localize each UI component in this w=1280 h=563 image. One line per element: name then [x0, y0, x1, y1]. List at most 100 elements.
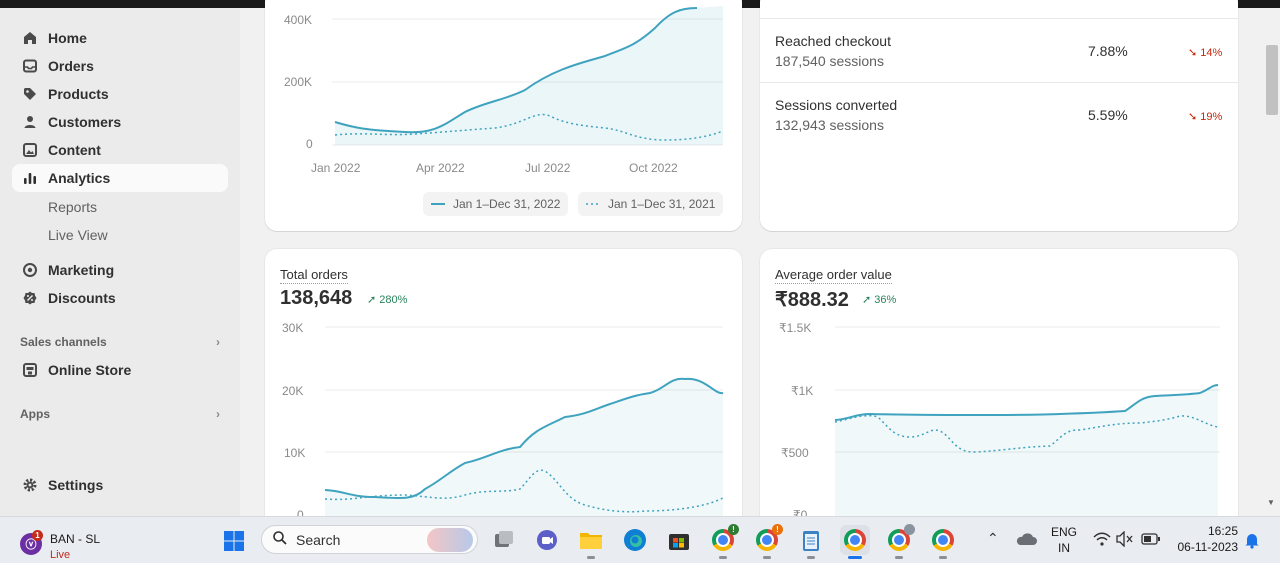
y-tick-label: 30K	[282, 321, 304, 335]
windows-start-icon[interactable]	[219, 526, 249, 556]
change-badge: ➚ 36%	[862, 293, 896, 306]
y-tick-label: 10K	[284, 446, 306, 460]
conversion-funnel-card: Reached checkout 187,540 sessions 7.88% …	[760, 0, 1238, 231]
target-icon	[12, 262, 48, 278]
home-icon	[12, 30, 48, 46]
change-value: 19%	[1200, 111, 1223, 123]
chrome-icon	[888, 529, 910, 551]
funnel-row-sessions-converted: Sessions converted 132,943 sessions 5.59…	[760, 82, 1238, 146]
change-badge: ➘ 19%	[1188, 110, 1222, 123]
legend-item-current[interactable]: Jan 1–Dec 31, 2022	[423, 192, 569, 216]
gear-icon	[12, 477, 48, 493]
sidebar-item-label: Discounts	[48, 290, 116, 306]
scrollbar-thumb[interactable]	[1266, 45, 1278, 115]
scroll-down-arrow-icon[interactable]: ▼	[1267, 498, 1275, 507]
running-indicator	[719, 556, 727, 559]
sales-channels-section[interactable]: Sales channels ›	[20, 335, 220, 349]
search-icon	[272, 530, 288, 549]
apps-section[interactable]: Apps ›	[20, 407, 220, 421]
sales-line-chart	[332, 6, 724, 146]
legend-label: Jan 1–Dec 31, 2022	[453, 197, 561, 211]
funnel-row-name: Sessions converted	[775, 97, 898, 113]
series-line-previous	[834, 414, 1219, 453]
speaker-muted-icon[interactable]	[1116, 530, 1134, 552]
profile-badge: !	[728, 524, 739, 535]
sidebar-item-label: Marketing	[48, 262, 115, 278]
taskbar-search-box[interactable]: Search	[261, 525, 478, 554]
battery-icon[interactable]	[1141, 532, 1161, 551]
chevron-right-icon: ›	[216, 407, 220, 421]
sidebar-item-label: Analytics	[48, 170, 111, 186]
person-icon	[12, 114, 48, 130]
onedrive-cloud-icon[interactable]	[1015, 531, 1037, 552]
notepad-icon[interactable]	[796, 525, 826, 559]
sidebar-item-analytics[interactable]: Analytics	[12, 164, 228, 192]
sidebar-item-label: Home	[48, 30, 87, 46]
y-tick-label: 20K	[282, 384, 304, 398]
sidebar-item-home[interactable]: Home	[12, 24, 228, 52]
chrome-profile-3-icon[interactable]	[884, 524, 915, 559]
change-value: 14%	[1200, 47, 1223, 59]
task-view-icon[interactable]	[489, 525, 519, 555]
sidebar-subitem-live-view[interactable]: Live View	[48, 227, 108, 243]
y-tick-label: 0	[306, 137, 313, 151]
live-widget[interactable]: ⓥ 1 BAN - SL Live	[18, 525, 108, 561]
y-tick-label: 0	[297, 508, 304, 522]
search-placeholder: Search	[296, 531, 341, 548]
series-line-previous	[324, 469, 724, 513]
chrome-profile-2-icon[interactable]: !	[752, 524, 783, 559]
sidebar-subitem-reports[interactable]: Reports	[48, 199, 98, 215]
sidebar-item-online-store[interactable]: Online Store	[12, 356, 228, 384]
store-app-icon[interactable]	[664, 525, 694, 555]
chevron-up-icon[interactable]: ⌃	[987, 530, 999, 546]
metric-title[interactable]: Total orders	[280, 267, 348, 284]
language-indicator[interactable]: ENG IN	[1048, 524, 1080, 556]
metric-title[interactable]: Average order value	[775, 267, 892, 284]
store-icon	[12, 362, 48, 378]
metric-value: 138,648	[280, 287, 353, 309]
live-widget-title: BAN - SL	[50, 532, 101, 546]
file-explorer-icon[interactable]	[576, 525, 606, 559]
x-tick-label: Jan 2022	[311, 161, 361, 175]
running-indicator	[763, 556, 771, 559]
image-icon	[12, 142, 48, 158]
chrome-profile-4-icon[interactable]	[928, 525, 958, 559]
sidebar-item-settings[interactable]: Settings	[12, 471, 228, 499]
sidebar-item-discounts[interactable]: Discounts	[12, 284, 228, 312]
solid-line-swatch	[431, 203, 445, 205]
sidebar-item-customers[interactable]: Customers	[12, 108, 228, 136]
wifi-icon[interactable]	[1093, 531, 1111, 552]
page-scrollbar[interactable]: ▼	[1262, 8, 1280, 516]
clock[interactable]: 16:25 06-11-2023	[1168, 523, 1239, 555]
discount-icon	[12, 290, 48, 306]
inbox-icon	[12, 58, 48, 74]
legend-item-previous[interactable]: Jan 1–Dec 31, 2021	[578, 192, 724, 216]
change-value: 36%	[874, 294, 897, 306]
sidebar-item-label: Settings	[48, 477, 104, 493]
y-tick-label: ₹500	[781, 446, 809, 460]
average-order-value-card: Average order value ₹888.32 ➚ 36% ₹1.5K …	[760, 249, 1238, 539]
tag-icon	[12, 86, 48, 102]
sidebar-item-products[interactable]: Products	[12, 80, 228, 108]
edge-browser-icon[interactable]	[620, 525, 650, 555]
notification-bell-icon[interactable]	[1244, 531, 1260, 554]
meet-chat-icon[interactable]	[532, 525, 562, 555]
chrome-active-window-icon[interactable]	[840, 525, 870, 559]
chrome-profile-1-icon[interactable]: !	[708, 524, 739, 559]
change-badge: ➚ 280%	[367, 293, 407, 306]
metric-value: ₹888.32	[775, 289, 849, 311]
sidebar-item-orders[interactable]: Orders	[12, 52, 228, 80]
funnel-row-percent: 5.59%	[1088, 107, 1128, 123]
sidebar-item-label: Products	[48, 86, 109, 102]
legend-label: Jan 1–Dec 31, 2021	[608, 197, 716, 211]
sidebar-item-label: Orders	[48, 58, 94, 74]
search-highlight-image	[427, 528, 473, 552]
series-area-fill	[335, 6, 723, 145]
x-tick-label: Oct 2022	[629, 161, 678, 175]
section-label: Apps	[20, 407, 50, 421]
chevron-right-icon: ›	[216, 335, 220, 349]
y-tick-label: 200K	[284, 75, 313, 89]
series-area-fill	[325, 378, 723, 539]
sidebar-item-content[interactable]: Content	[12, 136, 228, 164]
sidebar-item-marketing[interactable]: Marketing	[12, 256, 228, 284]
